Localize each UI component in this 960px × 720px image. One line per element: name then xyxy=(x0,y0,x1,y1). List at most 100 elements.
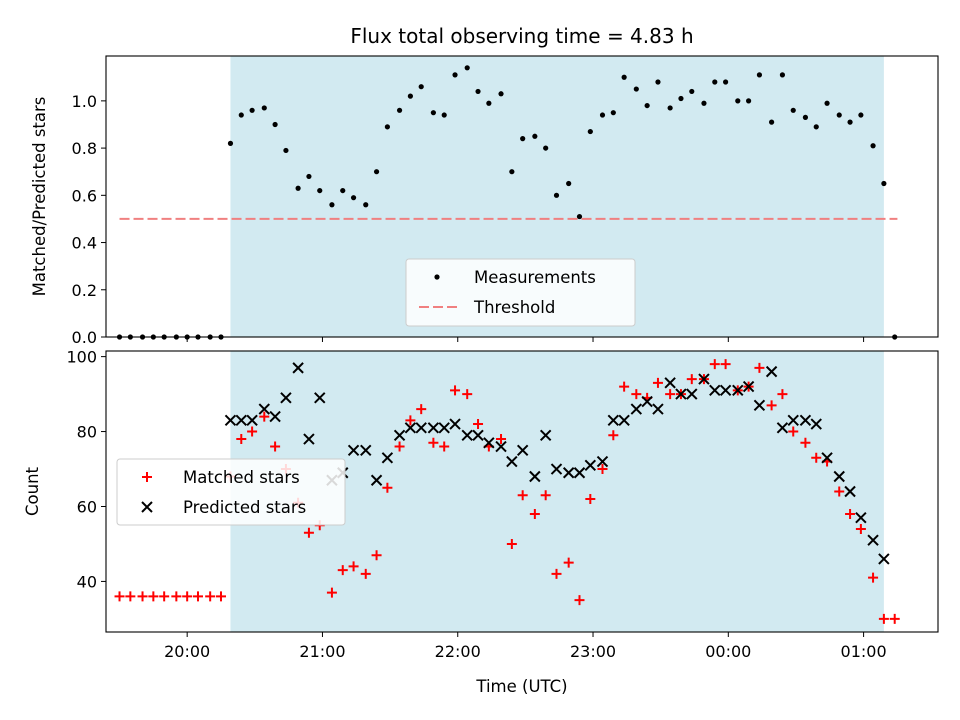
measurement-point xyxy=(317,187,323,194)
predicted-star-point xyxy=(314,392,326,404)
series-measurements xyxy=(116,65,898,340)
bottom-panel: 20:00 21:00 22:00 23:00 00:00 01:00 40 60 80 100 C… xyxy=(23,348,939,696)
predicted-star-point xyxy=(529,470,541,483)
measurement-point xyxy=(655,79,661,85)
measurement-point xyxy=(667,105,673,111)
legend-label-threshold: Threshold xyxy=(473,298,555,317)
legend-label-predicted: Predicted stars xyxy=(183,498,306,517)
y-tick-label: 40 xyxy=(77,572,97,591)
measurement-point xyxy=(464,65,470,71)
matched-star-point xyxy=(473,419,484,430)
legend-label-matched: Matched stars xyxy=(183,468,300,487)
series-predicted-stars xyxy=(224,362,890,565)
predicted-star-point xyxy=(461,429,473,442)
predicted-star-point xyxy=(867,534,879,546)
measurement-point xyxy=(283,147,289,154)
matched-star-point xyxy=(182,591,193,602)
measurement-point xyxy=(723,79,729,85)
measurement-point xyxy=(735,98,741,104)
x-tick-label: 00:00 xyxy=(705,642,751,661)
measurement-point xyxy=(790,107,796,113)
y-tick-label: 100 xyxy=(66,348,97,367)
measurement-point xyxy=(520,136,526,142)
predicted-star-point xyxy=(787,414,799,427)
y-tick-label: 60 xyxy=(77,497,97,516)
measurement-point xyxy=(509,169,515,175)
matched-star-point xyxy=(236,434,247,445)
measurement-point xyxy=(769,119,775,125)
x-axis-label: Time (UTC) xyxy=(475,677,567,696)
measurement-point xyxy=(363,202,369,208)
matched-star-point xyxy=(631,389,642,400)
measurement-point xyxy=(486,100,492,106)
predicted-star-point xyxy=(381,452,394,464)
predicted-star-point xyxy=(292,362,304,374)
matched-star-point xyxy=(619,381,630,392)
predicted-star-point xyxy=(246,414,258,427)
predicted-star-point xyxy=(855,512,867,524)
measurement-point xyxy=(553,192,560,198)
measurement-point xyxy=(407,93,413,99)
measurement-point xyxy=(452,72,458,78)
y-axis-label: Count xyxy=(23,466,42,516)
predicted-star-point xyxy=(562,467,575,479)
predicted-star-point xyxy=(799,414,812,427)
matched-star-point xyxy=(720,359,731,370)
matched-star-point xyxy=(686,374,697,385)
predicted-star-point xyxy=(765,365,778,378)
matched-star-point xyxy=(462,389,473,400)
predicted-star-point xyxy=(698,373,710,385)
predicted-star-point xyxy=(224,414,237,427)
y-tick-label: 0.4 xyxy=(72,234,97,253)
matched-star-point xyxy=(171,591,182,602)
predicted-star-point xyxy=(844,485,856,498)
measurement-point xyxy=(261,105,267,111)
predicted-star-point xyxy=(686,388,698,400)
measurement-point xyxy=(272,121,278,128)
measurement-point xyxy=(599,112,606,118)
predicted-star-point xyxy=(878,553,890,565)
axes-frame xyxy=(105,55,939,338)
matched-star-point xyxy=(540,490,551,501)
matched-star-point xyxy=(205,591,216,602)
measurement-point xyxy=(847,119,853,125)
measurement-point xyxy=(712,79,718,85)
measurement-point xyxy=(813,124,819,130)
predicted-star-point xyxy=(235,414,247,427)
predicted-star-point xyxy=(258,403,270,415)
predicted-star-point xyxy=(709,384,721,397)
matched-star-point xyxy=(247,426,258,437)
x-tick-label: 22:00 xyxy=(435,642,481,661)
predicted-star-point xyxy=(347,444,360,456)
measurement-point xyxy=(566,180,572,187)
matched-star-point xyxy=(855,523,866,534)
y-tick-label: 0.0 xyxy=(72,328,97,347)
predicted-star-point xyxy=(550,463,563,475)
measurement-point xyxy=(430,110,436,116)
matched-star-point xyxy=(259,411,270,422)
matched-star-point xyxy=(652,377,663,388)
measurement-point xyxy=(633,86,639,92)
matched-star-point xyxy=(868,572,879,583)
matched-star-point xyxy=(303,527,314,538)
measurement-point xyxy=(587,128,593,135)
matched-star-point xyxy=(125,591,136,602)
measurement-point xyxy=(249,107,255,113)
measurement-point xyxy=(329,202,335,208)
measurement-point xyxy=(621,74,627,80)
predicted-star-point xyxy=(370,474,383,486)
matched-star-point xyxy=(754,362,765,373)
measurement-point xyxy=(350,195,357,201)
measurement-point xyxy=(396,107,403,113)
measurement-point xyxy=(295,185,301,191)
matched-star-point xyxy=(137,591,148,602)
matched-star-point xyxy=(529,508,540,519)
measurement-point xyxy=(644,102,650,109)
predicted-star-point xyxy=(596,455,609,468)
matched-star-point xyxy=(845,508,856,519)
x-tick-label: 20:00 xyxy=(164,642,210,661)
measurement-point xyxy=(543,145,549,151)
predicted-star-point xyxy=(607,414,620,427)
predicted-star-point xyxy=(449,418,461,430)
